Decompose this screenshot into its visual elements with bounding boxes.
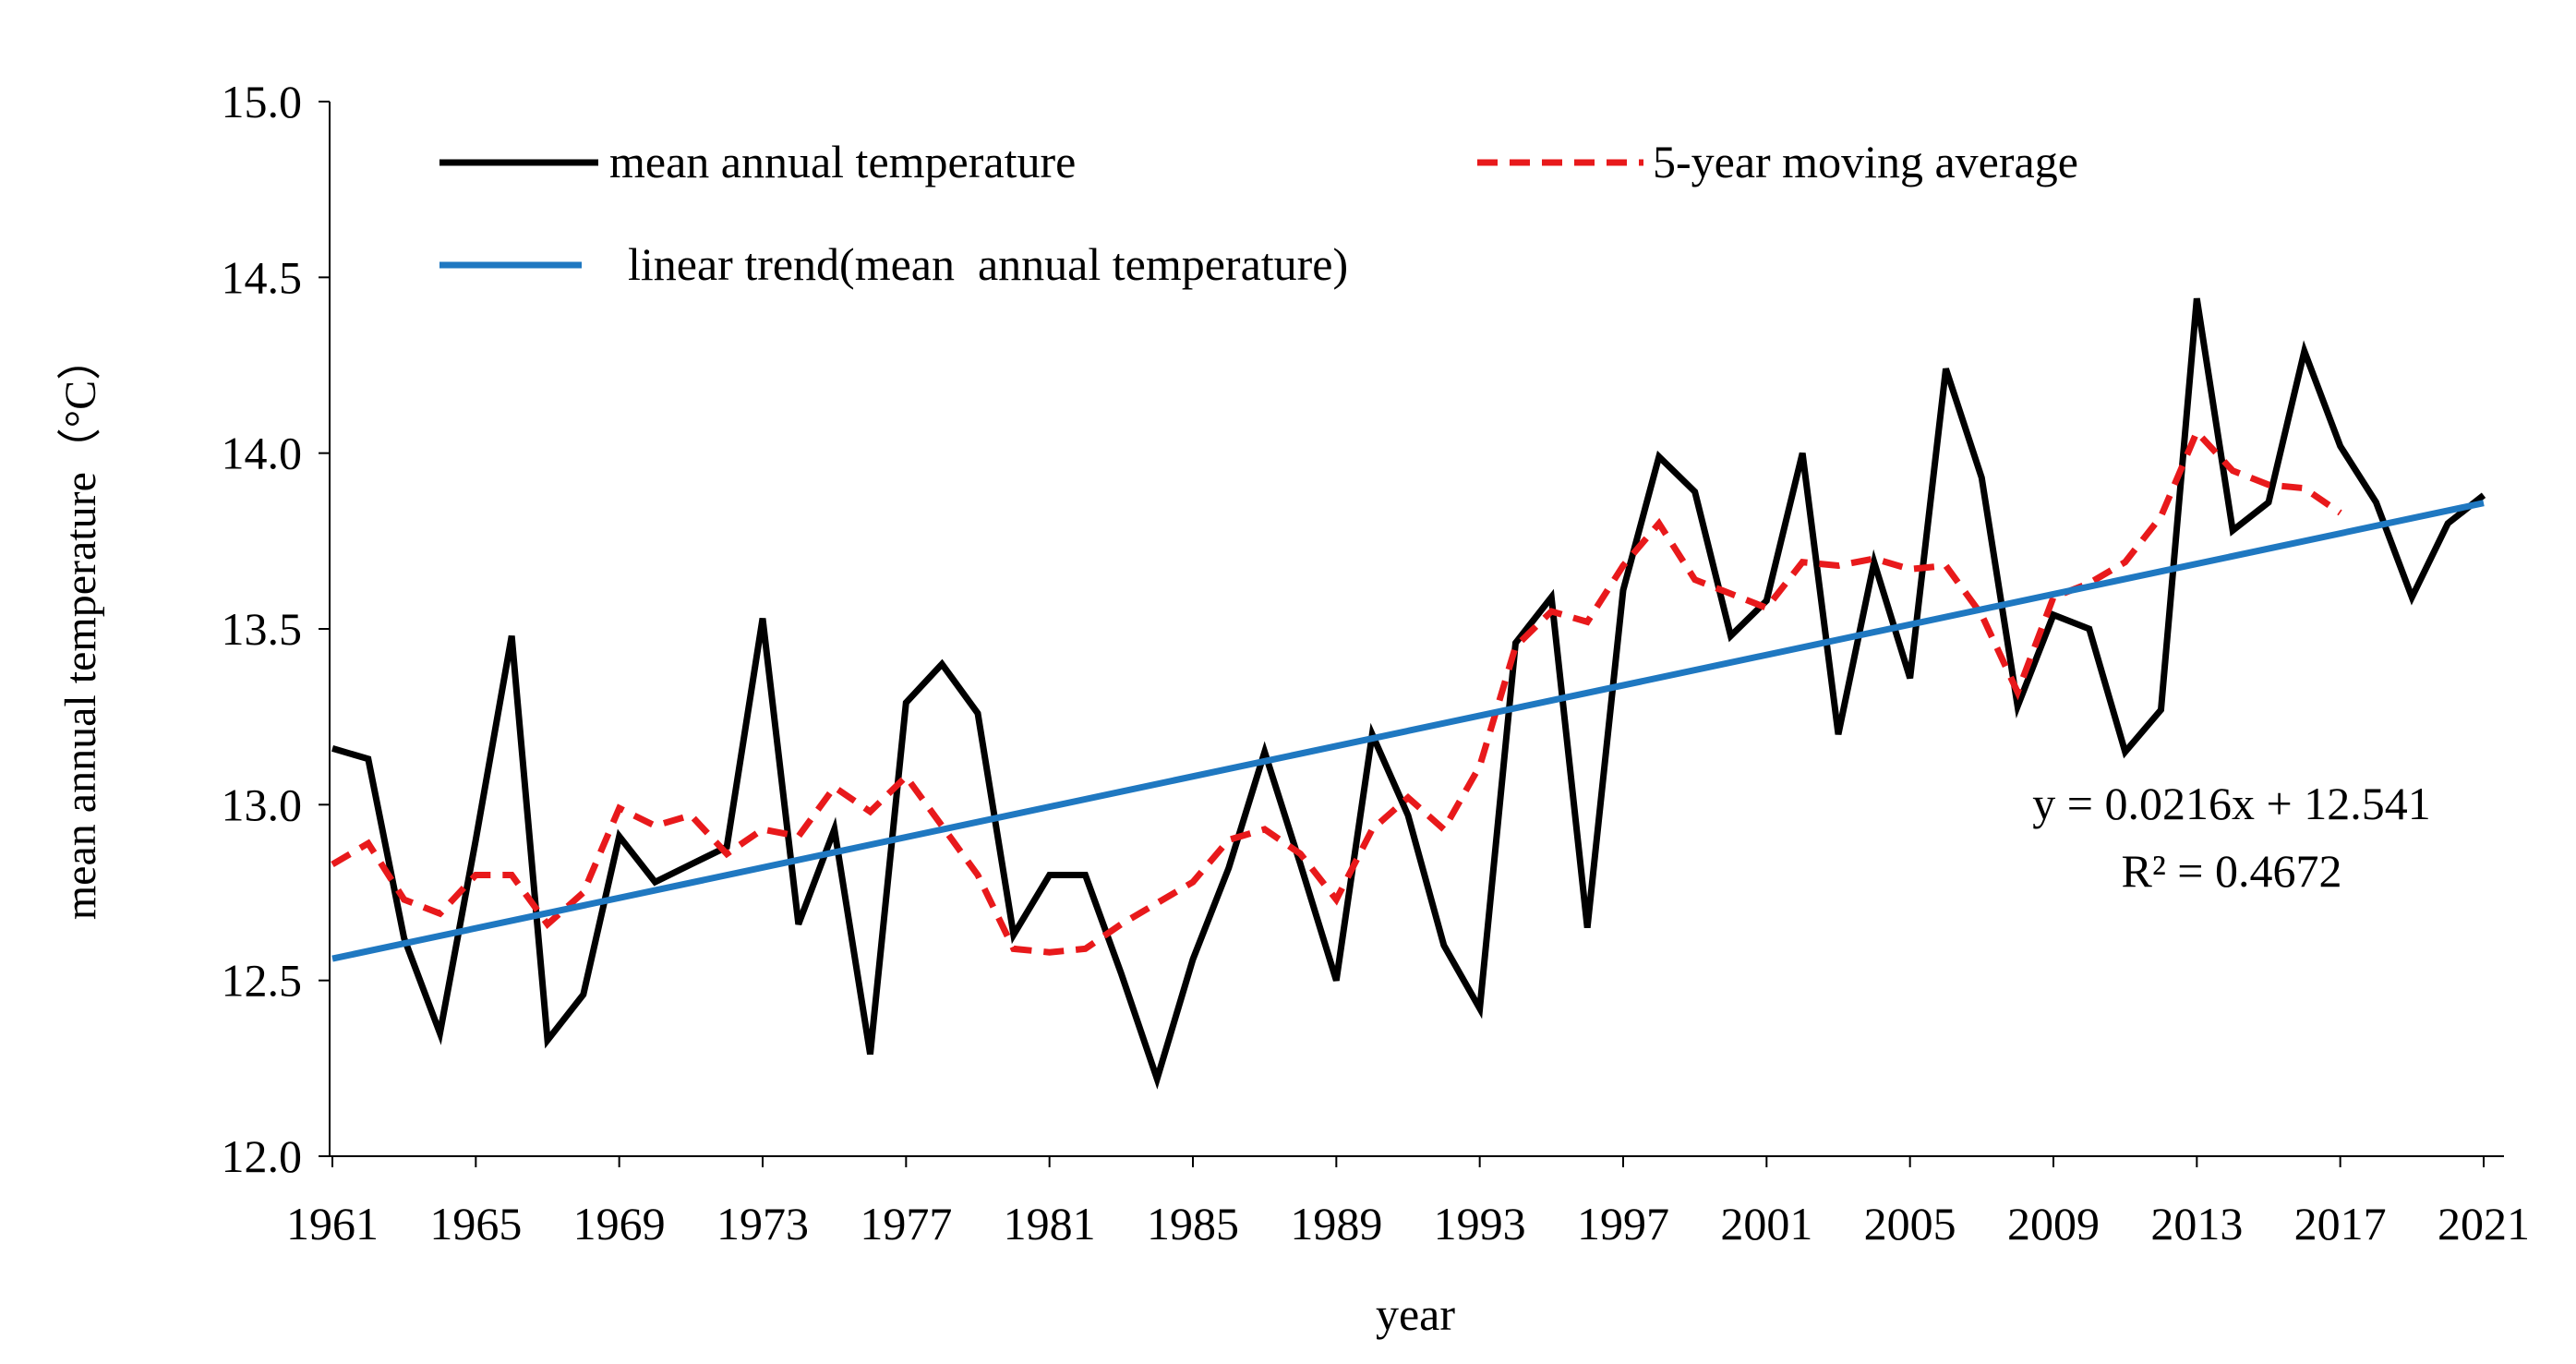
y-tick-label: 13.5 [222, 603, 303, 655]
y-ticks: 12.0 12.5 13.0 13.5 14.0 14.5 15.0 [222, 76, 330, 1182]
trend-equation: y = 0.0216x + 12.541 [2032, 778, 2430, 829]
x-tick-label: 1993 [1434, 1198, 1526, 1249]
x-tick-label: 1985 [1147, 1198, 1239, 1249]
trend-r-squared: R² = 0.4672 [2121, 845, 2341, 897]
legend-label-linear-trend: linear trend(mean annual temperature) [628, 238, 1348, 290]
x-tick-label: 2001 [1720, 1198, 1812, 1249]
x-ticks: 1961 1965 1969 1973 1977 1981 1985 1989 1993 1997… [286, 1156, 2530, 1249]
x-tick-label: 1965 [429, 1198, 522, 1249]
x-tick-label: 2017 [2294, 1198, 2387, 1249]
x-axis-title: year [1376, 1288, 1455, 1340]
y-tick-label: 14.0 [222, 428, 303, 479]
legend-label-mean-annual-temperature: mean annual temperature [609, 136, 1076, 187]
x-tick-label: 1989 [1290, 1198, 1382, 1249]
legend: mean annual temperature 5-year moving av… [439, 136, 2078, 290]
x-tick-label: 2013 [2150, 1198, 2243, 1249]
series-layer [331, 297, 2486, 1090]
y-tick-label: 12.0 [222, 1130, 303, 1182]
series-line-mean-annual-temperature [331, 297, 2486, 1090]
x-tick-label: 2021 [2438, 1198, 2530, 1249]
series-line-linear-trend [331, 500, 2485, 962]
x-tick-label: 1977 [860, 1198, 952, 1249]
series-line-5-year-moving-average [331, 426, 2342, 956]
y-axis-title: mean annual temperature（°C） [56, 336, 105, 920]
x-tick-label: 1973 [716, 1198, 809, 1249]
y-tick-label: 15.0 [222, 76, 303, 127]
x-tick-label: 1969 [573, 1198, 666, 1249]
x-tick-label: 2009 [2007, 1198, 2100, 1249]
y-tick-label: 13.0 [222, 779, 303, 830]
x-tick-label: 1997 [1577, 1198, 1669, 1249]
x-tick-label: 1961 [286, 1198, 379, 1249]
legend-label-5-year-moving-average: 5-year moving average [1653, 136, 2078, 187]
y-tick-label: 14.5 [222, 251, 303, 303]
y-tick-label: 12.5 [222, 955, 303, 1007]
x-tick-label: 2005 [1864, 1198, 1956, 1249]
x-tick-label: 1981 [1004, 1198, 1096, 1249]
